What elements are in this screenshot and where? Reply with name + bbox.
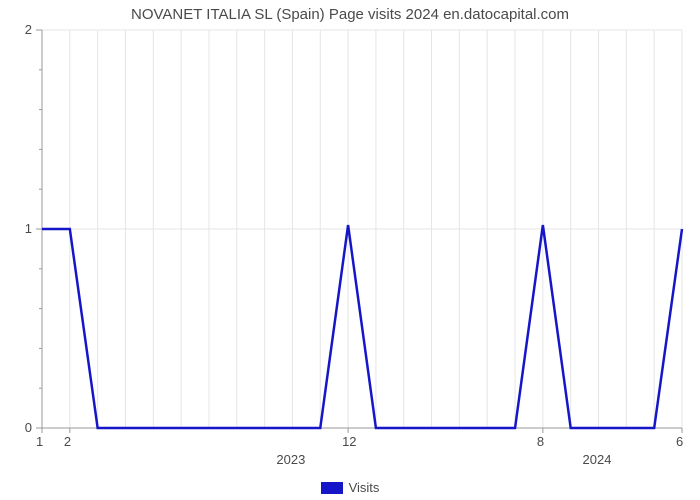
x-tick-label: 12 [342,434,356,449]
visits-chart: NOVANET ITALIA SL (Spain) Page visits 20… [0,0,700,500]
x-tick-label: 1 [36,434,43,449]
x-tick-label: 6 [676,434,683,449]
x-tick-label: 2 [64,434,71,449]
chart-legend: Visits [0,480,700,495]
x-tick-label: 8 [537,434,544,449]
chart-plot [0,0,700,500]
legend-label: Visits [349,480,380,495]
x-group-label: 2023 [276,452,305,467]
y-tick-label: 0 [25,420,32,435]
x-group-label: 2024 [583,452,612,467]
y-tick-label: 2 [25,22,32,37]
y-tick-label: 1 [25,221,32,236]
legend-swatch [321,482,343,494]
